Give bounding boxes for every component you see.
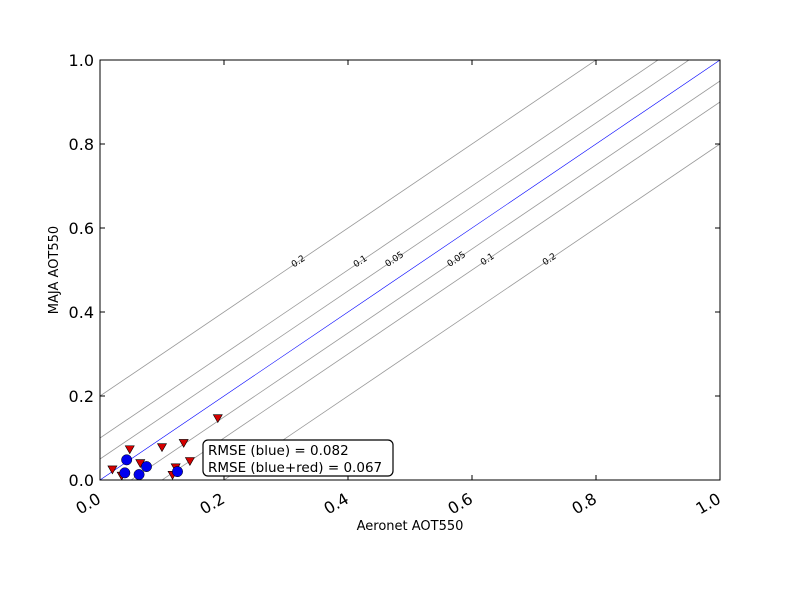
blue-circle-point-0: [121, 454, 133, 466]
identity-line: [100, 60, 720, 480]
y-axis-label: MAJA AOT550: [47, 226, 62, 314]
annotation-box-frame: [202, 439, 394, 477]
y-tick-label-1: 0.2: [69, 387, 94, 406]
offset-line-1: [100, 60, 659, 439]
y-tick-label-3: 0.6: [69, 219, 94, 238]
red-triangle-point-0: [212, 414, 223, 424]
blue-circle-point-3: [133, 469, 145, 480]
offset-line-0: [100, 60, 597, 397]
blue-circle-point-1: [141, 461, 152, 473]
blue-circle-point-4: [172, 466, 183, 478]
red-triangle-point-3: [124, 445, 135, 455]
red-triangle-point-1: [178, 439, 189, 448]
red-triangle-point-4: [184, 457, 195, 466]
y-tick-label-0: 0.0: [69, 471, 94, 490]
rmse-annotation-box: RMSE (blue) = 0.082 RMSE (blue+red) = 0.…: [202, 439, 394, 477]
y-tick-label-4: 0.8: [69, 135, 94, 154]
rmse-blue-red-text: RMSE (blue+red) = 0.067: [208, 460, 382, 476]
y-tick-label-5: 1.0: [69, 51, 94, 70]
x-axis-label: Aeronet AOT550: [357, 519, 464, 534]
data-points: [107, 414, 223, 480]
plot-frame: [99, 59, 721, 481]
y-tick-label-2: 0.4: [69, 303, 94, 322]
red-triangle-point-6: [107, 465, 118, 475]
offset-line-2: [100, 60, 690, 460]
rmse-blue-text: RMSE (blue) = 0.082: [208, 443, 349, 459]
blue-circle-point-2: [119, 467, 131, 479]
offset-line-5: [223, 143, 720, 480]
red-triangle-point-2: [156, 443, 168, 453]
offset-line-3: [130, 80, 720, 480]
reference-lines: [100, 60, 720, 480]
